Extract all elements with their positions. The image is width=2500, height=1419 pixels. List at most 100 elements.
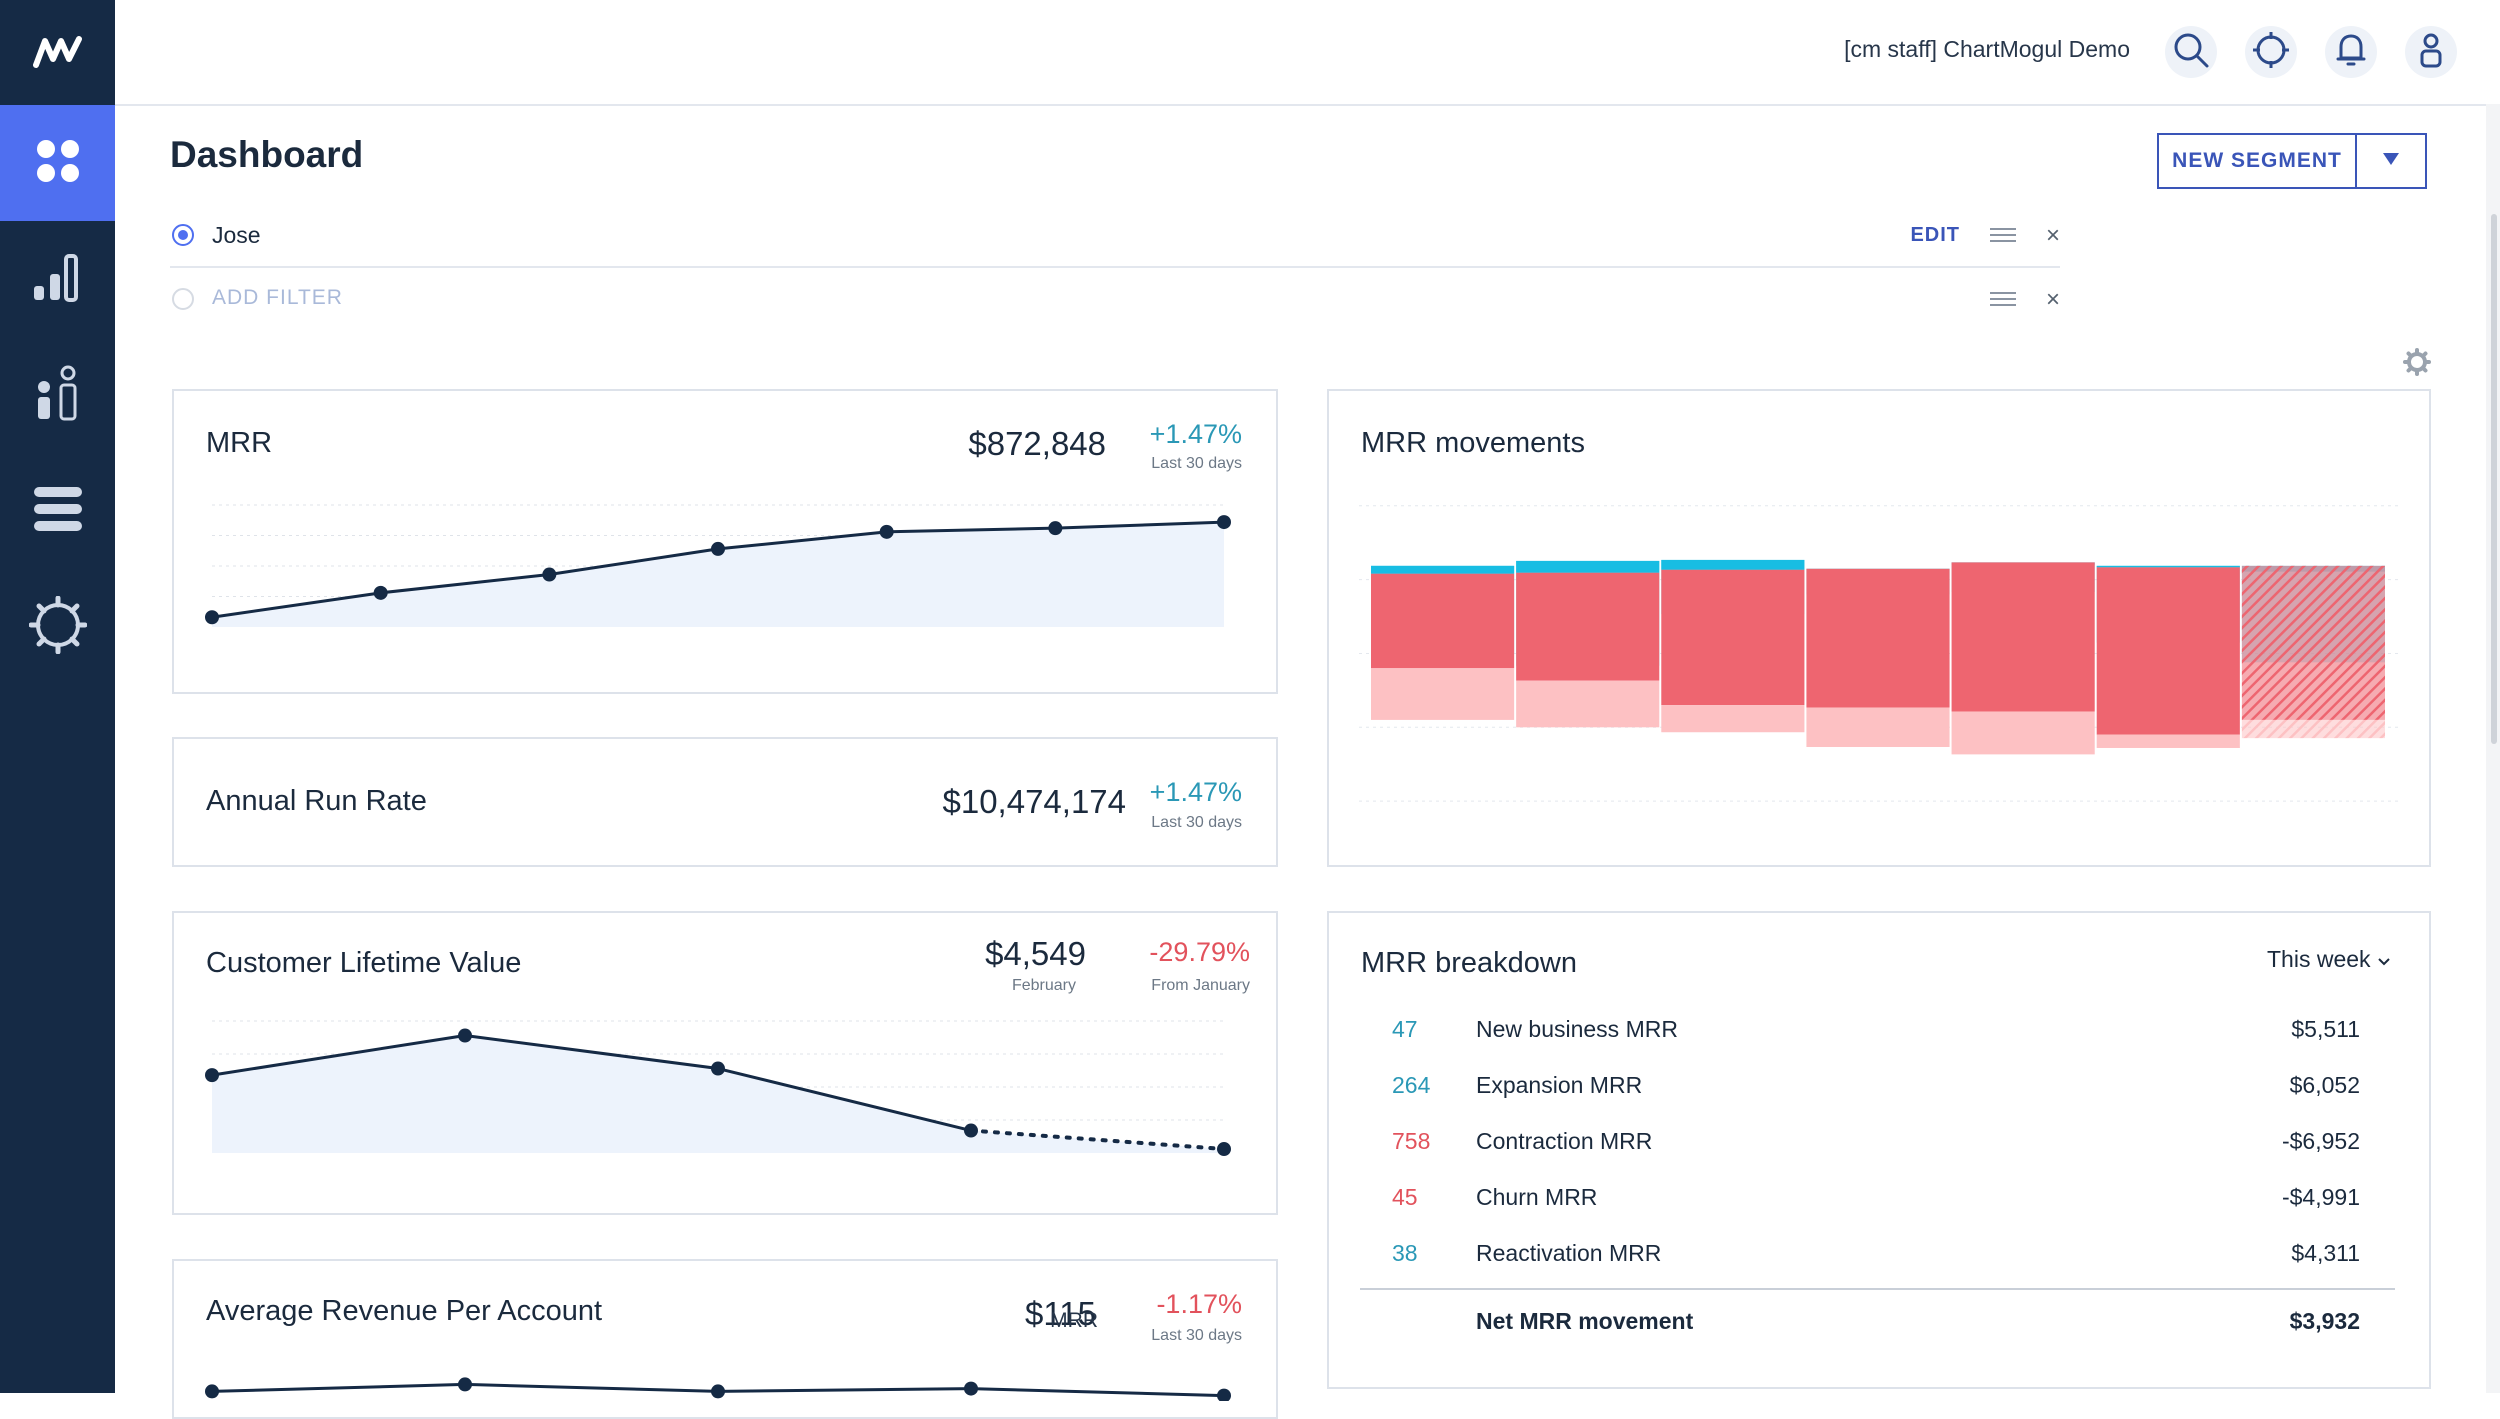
arpa-card[interactable]: Average Revenue Per Account $115 MRR -1.… xyxy=(172,1259,1278,1419)
ltv-line-chart xyxy=(205,1020,1231,1157)
data-point[interactable] xyxy=(1217,1388,1231,1401)
segment-dropdown-button[interactable] xyxy=(2355,135,2425,187)
arr-change: +1.47% xyxy=(1149,777,1242,807)
breakdown-row[interactable]: 758 Contraction MRR -$6,952 xyxy=(1360,1128,2360,1168)
arr-card[interactable]: Annual Run Rate $10,474,174 +1.47% Last … xyxy=(172,737,1278,867)
stack-icon xyxy=(32,485,84,538)
data-point[interactable] xyxy=(711,541,725,556)
line-segment xyxy=(717,1387,972,1393)
page-scrollbar[interactable] xyxy=(2486,104,2500,1393)
bar-segment[interactable] xyxy=(1516,680,1660,728)
arpa-line-chart xyxy=(205,1377,1231,1401)
new-segment-button[interactable]: NEW SEGMENT xyxy=(2172,149,2342,172)
edit-filter-button[interactable]: EDIT xyxy=(1910,224,1960,246)
bar-segment[interactable] xyxy=(1371,668,1515,720)
bar-segment[interactable] xyxy=(1806,568,1950,708)
nav-settings[interactable] xyxy=(0,569,115,685)
bar-segment[interactable] xyxy=(1661,705,1805,733)
bar-segment[interactable] xyxy=(2096,567,2240,735)
nav-dashboard[interactable] xyxy=(0,105,115,221)
data-point[interactable] xyxy=(1217,1142,1231,1157)
drag-handle-icon[interactable] xyxy=(1990,226,2016,249)
data-point[interactable] xyxy=(458,1028,472,1043)
data-point[interactable] xyxy=(1217,515,1231,530)
breakdown-divider xyxy=(1360,1288,2395,1290)
bar-segment[interactable] xyxy=(1371,573,1515,669)
period-select[interactable]: This week xyxy=(2267,946,2391,973)
people-icon xyxy=(34,365,82,426)
net-movement-label: Net MRR movement xyxy=(1476,1308,1694,1334)
filter-row-add: ADD FILTER × xyxy=(170,268,2060,330)
data-point[interactable] xyxy=(205,610,219,625)
arpa-value: $115 xyxy=(1025,1295,1096,1332)
data-point[interactable] xyxy=(458,1377,472,1392)
breakdown-row[interactable]: 47 New business MRR $5,511 xyxy=(1360,1016,2360,1056)
filter-radio-selected[interactable] xyxy=(172,224,194,246)
data-point[interactable] xyxy=(879,524,894,539)
data-point[interactable] xyxy=(711,1061,725,1076)
area-fill xyxy=(212,1035,1224,1153)
data-point[interactable] xyxy=(205,1068,219,1083)
nav-reports[interactable] xyxy=(0,221,115,337)
mrr-value: $872,848 xyxy=(968,425,1106,462)
ltv-value: $4,549 xyxy=(985,935,1086,972)
data-point[interactable] xyxy=(711,1384,725,1399)
data-point[interactable] xyxy=(205,1384,219,1399)
breakdown-row[interactable]: 45 Churn MRR -$4,991 xyxy=(1360,1184,2360,1224)
breakdown-count: 45 xyxy=(1392,1184,1418,1210)
mrr-period: Last 30 days xyxy=(1151,455,1242,472)
bar-segment[interactable] xyxy=(2096,734,2240,748)
data-point[interactable] xyxy=(542,567,557,582)
add-filter-button[interactable]: ADD FILTER xyxy=(212,286,343,309)
breakdown-label: Churn MRR xyxy=(1476,1184,1598,1210)
mrr-line-chart xyxy=(205,504,1231,627)
bar-segment[interactable] xyxy=(1951,562,2095,712)
filter-radio[interactable] xyxy=(172,288,194,310)
notifications-button[interactable] xyxy=(2325,26,2377,78)
gear-icon xyxy=(28,595,87,659)
new-segment-control: NEW SEGMENT xyxy=(2157,133,2427,189)
breakdown-label: Expansion MRR xyxy=(1476,1072,1643,1098)
mrr-movements-card[interactable]: MRR movements xyxy=(1327,389,2431,867)
bar-segment[interactable] xyxy=(1661,559,1805,570)
account-name[interactable]: [cm staff] ChartMogul Demo xyxy=(1844,36,2130,62)
mrr-card[interactable]: MRR $872,848 +1.47% Last 30 days xyxy=(172,389,1278,694)
bar-segment[interactable] xyxy=(1661,569,1805,706)
bar-segment[interactable] xyxy=(1516,560,1660,573)
scrollbar-thumb[interactable] xyxy=(2491,214,2497,744)
ltv-card[interactable]: Customer Lifetime Value $4,549 February … xyxy=(172,911,1278,1215)
data-point[interactable] xyxy=(964,1123,978,1138)
bar-segment[interactable] xyxy=(1371,565,1515,574)
dashboard-settings-icon[interactable] xyxy=(2403,348,2431,381)
sidebar xyxy=(0,0,115,1393)
line-segment xyxy=(211,1382,466,1393)
help-button[interactable] xyxy=(2245,26,2297,78)
data-point[interactable] xyxy=(1048,521,1063,536)
nav-customers[interactable] xyxy=(0,337,115,453)
bar-segment[interactable] xyxy=(2241,565,2385,720)
remove-filter-icon[interactable]: × xyxy=(2045,222,2060,249)
arr-value: $10,474,174 xyxy=(942,783,1126,820)
bar-segment[interactable] xyxy=(1951,711,2095,755)
mrr-breakdown-card[interactable]: MRR breakdown xyxy=(1327,911,2431,1389)
bar-segment[interactable] xyxy=(1516,572,1660,681)
bar-segment[interactable] xyxy=(2241,719,2385,739)
data-point[interactable] xyxy=(964,1381,978,1396)
bar-segment[interactable] xyxy=(2096,565,2240,568)
bar-segment[interactable] xyxy=(1806,707,1950,747)
ltv-comparison: From January xyxy=(1151,977,1250,994)
data-point[interactable] xyxy=(373,585,388,600)
breakdown-amount: $6,052 xyxy=(2289,1072,2360,1098)
breakdown-amount: -$4,991 xyxy=(2281,1184,2360,1210)
breakdown-label: Contraction MRR xyxy=(1476,1128,1653,1154)
chartmogul-logo[interactable] xyxy=(0,0,115,104)
profile-button[interactable] xyxy=(2405,26,2457,78)
breakdown-count: 264 xyxy=(1392,1072,1431,1098)
drag-handle-icon[interactable] xyxy=(1990,290,2016,313)
breakdown-row[interactable]: 38 Reactivation MRR $4,311 xyxy=(1360,1240,2360,1280)
breakdown-row[interactable]: 264 Expansion MRR $6,052 xyxy=(1360,1072,2360,1112)
search-button[interactable] xyxy=(2165,26,2217,78)
filter-label[interactable]: Jose xyxy=(212,222,261,248)
nav-lists[interactable] xyxy=(0,453,115,569)
remove-filter-icon[interactable]: × xyxy=(2045,286,2060,313)
